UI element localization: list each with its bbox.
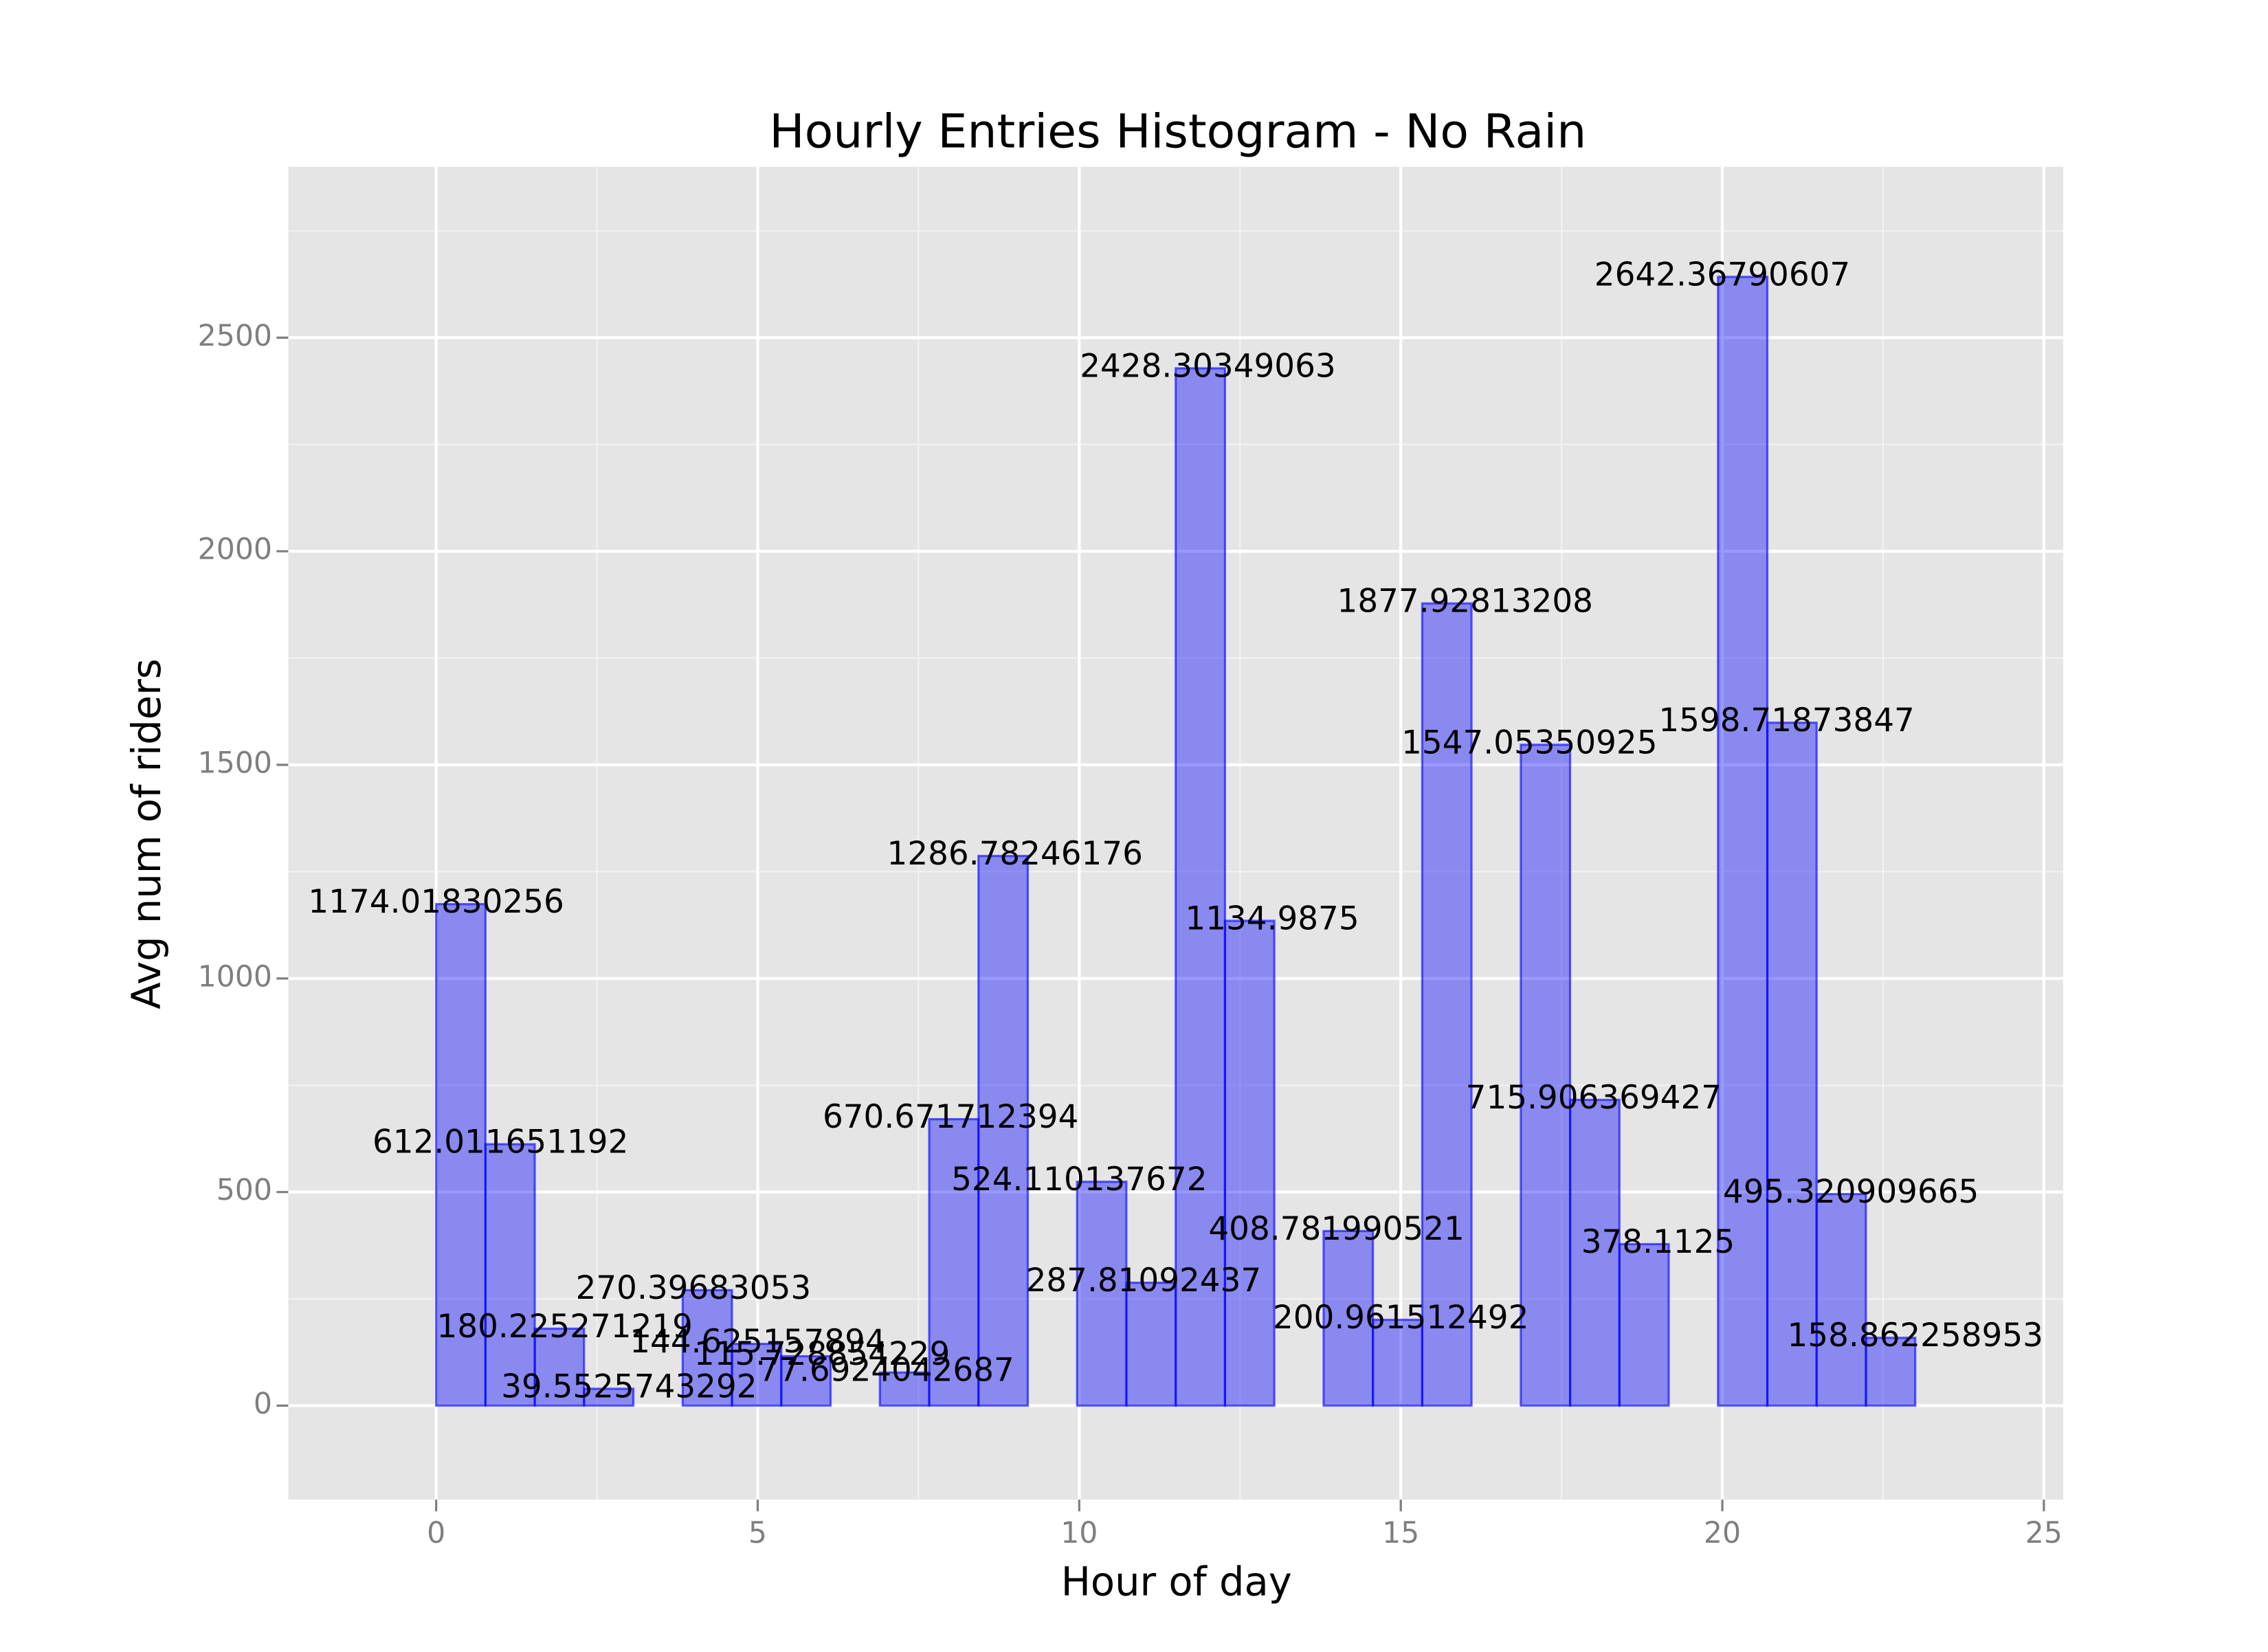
value-label: 270.39683053 [576,1270,812,1307]
y-tick-label: 2500 [198,319,272,353]
x-tick-label: 25 [2025,1516,2063,1550]
bar [878,1371,931,1407]
value-label: 1134.9875 [1185,900,1359,937]
x-axis-label: Hour of day [1061,1559,1292,1605]
value-label: 612.011651192 [373,1124,628,1161]
y-tick-label: 0 [254,1387,272,1421]
x-tick-label: 20 [1704,1516,1741,1550]
value-label: 1547.05350925 [1401,724,1657,761]
y-tick-label: 1500 [198,746,272,781]
bar [1076,1181,1128,1407]
bar [1421,602,1473,1407]
bar [533,1327,586,1407]
chart-title: Hourly Entries Histogram - No Rain [769,104,1586,159]
value-label: 1877.92813208 [1337,583,1593,621]
x-tick-label: 10 [1060,1516,1098,1550]
value-label: 39.5525743292 [501,1368,757,1405]
value-label: 200.961512492 [1273,1299,1528,1337]
bar [1223,919,1276,1407]
bar [1125,1281,1177,1407]
value-label: 378.1125 [1581,1224,1735,1261]
value-label: 287.81092437 [1026,1262,1262,1299]
y-tick-label: 1000 [198,959,272,994]
value-label: 2642.36790607 [1594,256,1850,293]
value-label: 1174.01830256 [308,884,564,921]
x-tick-label: 5 [748,1516,767,1550]
x-tick-label: 15 [1382,1516,1419,1550]
value-label: 115.728854229 [694,1336,950,1373]
value-label: 180.225271219 [437,1308,693,1346]
bar [1865,1337,1917,1407]
value-label: 158.862258953 [1788,1317,2043,1354]
bar [1618,1242,1670,1407]
bar [1568,1098,1621,1407]
bars [435,276,1917,1407]
value-label: 670.671712394 [823,1099,1078,1136]
bar [1520,744,1572,1407]
y-axis-label: Avg num of riders [124,658,170,1009]
value-label: 2428.30349063 [1080,348,1335,385]
value-label: 408.781990521 [1208,1211,1464,1248]
bar [583,1387,635,1407]
value-label: 1286.78246176 [887,836,1143,873]
bar [1175,367,1227,1407]
value-label: 715.906369427 [1466,1080,1722,1117]
x-tick-label: 0 [427,1516,445,1550]
value-label: 495.320909665 [1723,1174,1979,1211]
bar [977,854,1030,1407]
value-label: 77.6924042687 [758,1352,1014,1389]
bar [1322,1229,1375,1407]
value-label: 524.110137672 [951,1161,1207,1198]
bar [1717,276,1769,1407]
bar [484,1143,536,1407]
bar [1815,1192,1867,1407]
value-label: 144.625157894 [630,1324,885,1361]
y-tick-label: 500 [216,1173,272,1207]
bar [780,1354,832,1407]
bar [435,903,487,1407]
value-label: 1598.71873847 [1658,702,1914,739]
y-tick-label: 2000 [198,533,272,567]
bar [928,1117,980,1407]
bar [1766,722,1818,1407]
value-labels: 1174.01830256 612.011651192 180.225271219 3… [308,256,2043,1405]
